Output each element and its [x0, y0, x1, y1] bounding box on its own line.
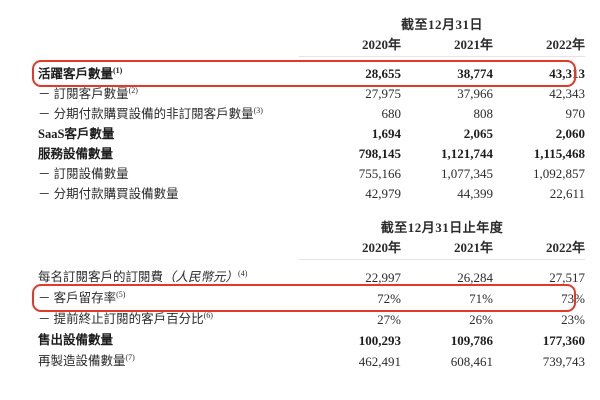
- value-2020: 72%: [377, 291, 401, 306]
- table-row-early-termination-percentage: － 提前終止訂閱的客戶百分比(6) 27% 26% 23%: [38, 309, 585, 330]
- table2-rows: 每名訂閱客戶的訂閱費（人民幣元）(4) 22,997 26,284 27,517…: [32, 267, 585, 372]
- table-row-subscription-devices: － 訂閱設備數量 755,166 1,077,345 1,092,857: [38, 164, 585, 184]
- value-2021: 1,077,345: [441, 166, 493, 181]
- value-2020: 100,293: [358, 333, 401, 348]
- value-2020: 1,694: [371, 126, 401, 141]
- table-row-subscription-fee-per-customer: 每名訂閱客戶的訂閱費（人民幣元）(4) 22,997 26,284 27,517: [38, 267, 585, 288]
- footnote-marker: (4): [238, 268, 248, 278]
- value-2021: 1,121,744: [441, 146, 493, 161]
- table-row-saas-customers: SaaS客戶數量 1,694 2,065 2,060: [38, 124, 585, 144]
- value-2022: 970: [565, 106, 586, 121]
- footnote-marker: (7): [125, 352, 135, 362]
- value-2021: 38,774: [457, 66, 493, 81]
- value-2022: 23%: [561, 312, 585, 327]
- year-2020-header: 2020年: [361, 37, 401, 52]
- row-label: 售出設備數量: [38, 333, 114, 347]
- value-2021: 2,065: [463, 126, 493, 141]
- row-label: 再製造設備數量(7): [38, 352, 135, 368]
- value-2022: 1,115,468: [533, 146, 585, 161]
- value-2021: 26,284: [457, 270, 493, 285]
- value-2022: 73%: [561, 291, 585, 306]
- value-2022: 739,743: [542, 354, 585, 369]
- value-2020: 42,979: [365, 186, 401, 201]
- value-2020: 22,997: [365, 270, 401, 285]
- value-2020: 680: [381, 106, 402, 121]
- value-2021: 608,461: [450, 354, 493, 369]
- table-section-as-at-dec31: 截至12月31日 2020年 2021年 2022年 活躍客戶數量(1) 28,…: [32, 17, 585, 204]
- table-row-devices-in-service: 服務設備數量 798,145 1,121,744 1,115,468: [38, 144, 585, 164]
- value-2020: 755,166: [358, 166, 401, 181]
- year-2021-header: 2021年: [453, 240, 493, 255]
- period-header-row: 截至12月31日止年度: [38, 220, 585, 236]
- table-row-installment-purchased-devices: － 分期付款購買設備數量 42,979 44,399 22,611: [38, 184, 585, 204]
- value-2021: 71%: [469, 291, 493, 306]
- period-header: 截至12月31日: [400, 17, 483, 32]
- row-label: 服務設備數量: [38, 147, 114, 161]
- table-row-subscription-customers: － 訂閱客戶數量(2) 27,975 37,966 42,343: [38, 84, 585, 104]
- value-2021: 37,966: [457, 86, 493, 101]
- year-header-row: 2020年 2021年 2022年: [38, 240, 585, 260]
- year-2020-header: 2020年: [361, 240, 401, 255]
- year-columns: 2020年 2021年 2022年: [299, 240, 585, 260]
- value-2021: 44,399: [457, 186, 493, 201]
- row-label: － 分期付款購買設備的非訂閱客戶數量(3): [38, 105, 263, 121]
- table1-rows: 活躍客戶數量(1) 28,655 38,774 43,313 － 訂閱客戶數量(…: [32, 60, 585, 204]
- value-2022: 177,360: [542, 333, 585, 348]
- year-2022-header: 2022年: [545, 240, 585, 255]
- footnote-marker: (6): [203, 310, 213, 320]
- value-2020: 462,491: [358, 354, 401, 369]
- value-2022: 43,313: [549, 66, 585, 81]
- row-label-italic: （人民幣元）: [163, 270, 239, 284]
- value-2021: 808: [473, 106, 494, 121]
- value-2022: 27,517: [549, 270, 585, 285]
- value-2022: 22,611: [549, 186, 585, 201]
- year-columns: 2020年 2021年 2022年: [299, 37, 585, 57]
- table-section-year-ended-dec31: 截至12月31日止年度 2020年 2021年 2022年 每名訂閱客戶的訂閱費…: [32, 220, 585, 372]
- value-2020: 28,655: [365, 66, 401, 81]
- footnote-marker: (2): [128, 85, 138, 95]
- table-row-active-customers: 活躍客戶數量(1) 28,655 38,774 43,313: [32, 60, 585, 87]
- row-label: － 提前終止訂閱的客戶百分比(6): [38, 310, 213, 326]
- value-2020: 27,975: [365, 86, 401, 101]
- row-label: 活躍客戶數量(1): [38, 65, 123, 81]
- row-label: － 分期付款購買設備數量: [38, 187, 179, 201]
- row-label: － 訂閱設備數量: [38, 167, 129, 181]
- row-label: － 客戶留存率(5): [38, 289, 126, 305]
- value-2022: 42,343: [549, 86, 585, 101]
- row-label: － 訂閱客戶數量(2): [38, 85, 138, 101]
- table-row-installment-nonsubscription-customers: － 分期付款購買設備的非訂閱客戶數量(3) 680 808 970: [38, 104, 585, 124]
- period-header: 截至12月31日止年度: [380, 220, 504, 235]
- table-row-remanufactured-devices: 再製造設備數量(7) 462,491 608,461 739,743: [38, 351, 585, 372]
- value-2022: 2,060: [555, 126, 585, 141]
- value-2021: 109,786: [450, 333, 493, 348]
- table-row-devices-sold: 售出設備數量 100,293 109,786 177,360: [38, 330, 585, 351]
- period-header-row: 截至12月31日: [38, 17, 585, 33]
- footnote-marker: (1): [113, 65, 123, 75]
- value-2020: 27%: [377, 312, 401, 327]
- year-2021-header: 2021年: [453, 37, 493, 52]
- row-label: 每名訂閱客戶的訂閱費（人民幣元）(4): [38, 268, 248, 284]
- value-2022: 1,092,857: [533, 166, 585, 181]
- value-2021: 26%: [469, 312, 493, 327]
- table-row-customer-retention-rate: － 客戶留存率(5) 72% 71% 73%: [32, 284, 585, 312]
- value-2020: 798,145: [358, 146, 401, 161]
- row-label: SaaS客戶數量: [38, 127, 115, 141]
- year-2022-header: 2022年: [545, 37, 585, 52]
- year-header-row: 2020年 2021年 2022年: [38, 37, 585, 57]
- footnote-marker: (3): [253, 105, 263, 115]
- footnote-marker: (5): [116, 289, 126, 299]
